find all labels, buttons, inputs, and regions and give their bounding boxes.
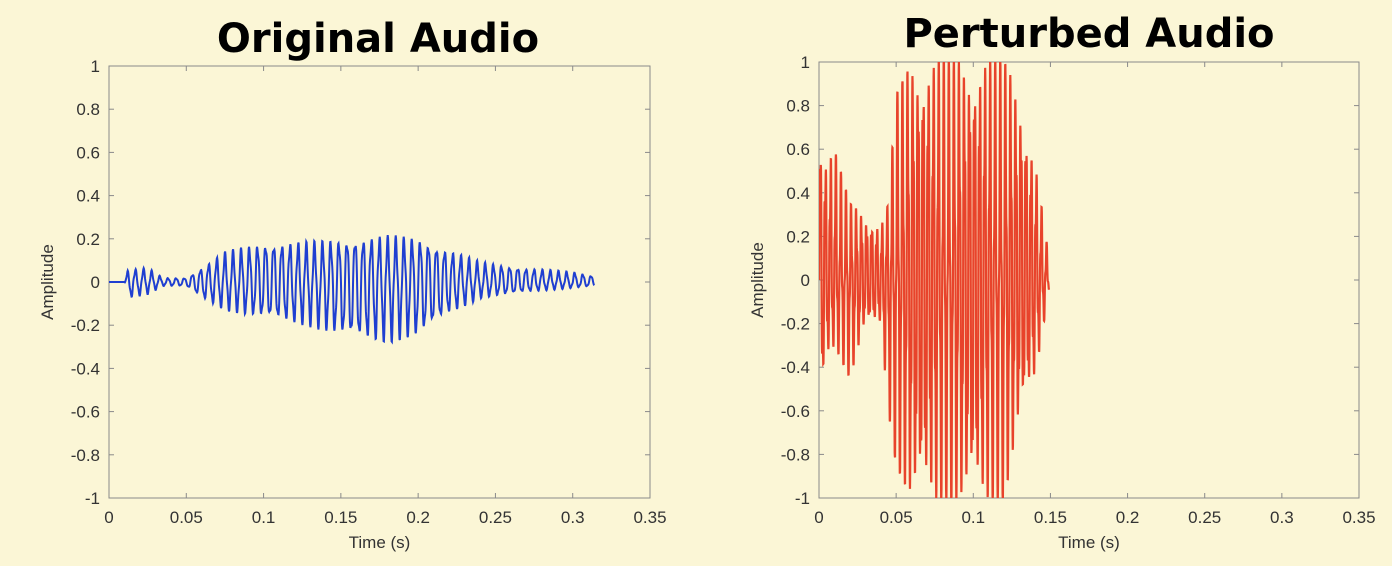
- y-tick-label: 0.4: [76, 187, 100, 206]
- y-tick-label: 0.8: [786, 97, 810, 116]
- y-tick-label: 0.8: [76, 100, 100, 119]
- x-tick-label: 0: [814, 508, 823, 527]
- y-axis-label: Amplitude: [38, 244, 57, 320]
- x-tick-label: 0.1: [252, 508, 276, 527]
- x-tick-label: 0.35: [633, 508, 666, 527]
- chart-1: Perturbed Audio 1 0.8 0.6 0.4 0.2 0 -0.2 -0.4 -0.…: [748, 11, 1376, 552]
- y-tick-label: -1: [85, 489, 100, 508]
- y-tick-label: 1: [91, 57, 100, 76]
- y-tick-label: -0.6: [781, 402, 810, 421]
- x-tick-label: 0.3: [561, 508, 585, 527]
- chart-0: Original Audio 1 0.8 0.6 0.4 0.2 0 -0.2 -0.4 -0.6…: [38, 16, 667, 552]
- x-axis-label: Time (s): [349, 533, 411, 552]
- x-tick-label: 0.15: [1034, 508, 1067, 527]
- waveform-line: [109, 235, 596, 345]
- x-tick-label: 0.2: [406, 508, 430, 527]
- y-tick-label: -0.6: [71, 403, 100, 422]
- y-tick-label: -0.4: [781, 358, 810, 377]
- x-tick-label: 0.05: [880, 508, 913, 527]
- y-tick-label: -0.4: [71, 359, 100, 378]
- y-tick-label: -0.8: [781, 445, 810, 464]
- y-tick-label: 0.2: [76, 230, 100, 249]
- y-tick-label: 1: [801, 53, 810, 72]
- chart-title: Original Audio: [217, 16, 539, 62]
- x-tick-label: 0.3: [1270, 508, 1294, 527]
- y-axis-label: Amplitude: [748, 242, 767, 318]
- chart-title: Perturbed Audio: [903, 11, 1274, 57]
- x-tick-label: 0.35: [1342, 508, 1375, 527]
- y-tick-label: 0.4: [786, 184, 810, 203]
- y-tick-label: 0.6: [786, 140, 810, 159]
- x-tick-label: 0.05: [170, 508, 203, 527]
- y-tick-label: 0.6: [76, 143, 100, 162]
- x-tick-label: 0.25: [479, 508, 512, 527]
- x-tick-label: 0.15: [324, 508, 357, 527]
- y-tick-label: 0: [801, 271, 810, 290]
- x-tick-label: 0: [104, 508, 113, 527]
- x-axis-label: Time (s): [1058, 533, 1120, 552]
- y-tick-label: -0.2: [71, 316, 100, 335]
- y-tick-label: 0: [91, 273, 100, 292]
- y-tick-label: -1: [795, 489, 810, 508]
- waveform-line: [819, 62, 1050, 498]
- y-tick-label: 0.2: [786, 227, 810, 246]
- y-tick-label: -0.8: [71, 446, 100, 465]
- y-tick-label: -0.2: [781, 315, 810, 334]
- x-tick-label: 0.1: [961, 508, 985, 527]
- x-tick-label: 0.2: [1116, 508, 1140, 527]
- x-tick-label: 0.25: [1188, 508, 1221, 527]
